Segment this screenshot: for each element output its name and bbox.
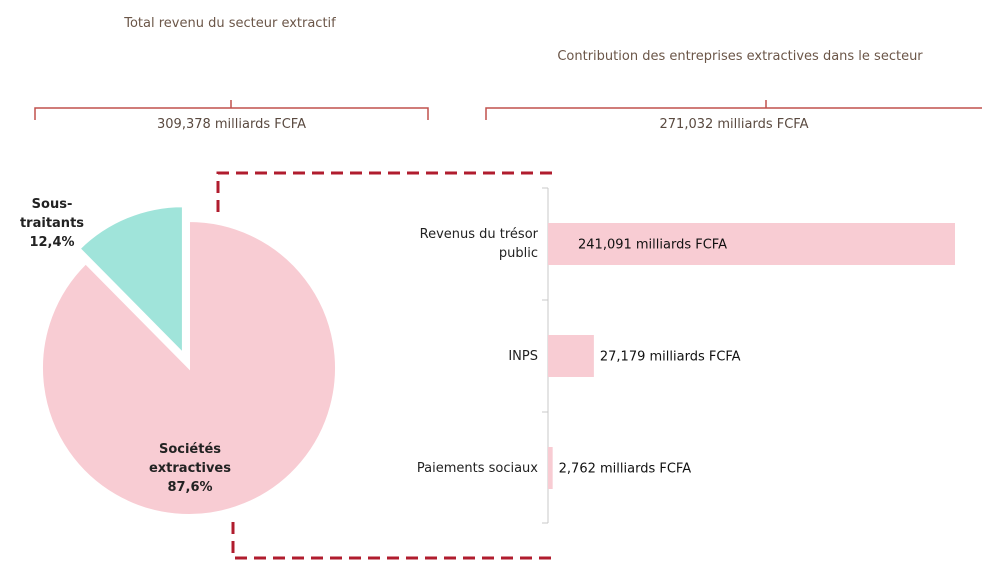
slice-value: 87,6%	[167, 480, 213, 495]
pie-slice	[78, 205, 184, 356]
category-label: INPS	[508, 348, 538, 364]
bracket	[34, 100, 429, 120]
pie-slice	[41, 219, 337, 516]
category-label: Revenus du trésor public	[419, 227, 538, 261]
value-label: 27,179 milliards FCFA	[600, 350, 741, 365]
category-label: Paiements sociaux	[416, 460, 538, 476]
pie-title: Total revenu du secteur extractif	[124, 16, 336, 31]
category-axis	[542, 187, 549, 524]
pie-subtitle: 309,378 milliards FCFA	[157, 117, 306, 132]
connector	[216, 171, 555, 212]
bar-title: Contribution des entreprises extractives…	[557, 49, 923, 64]
bar-subtitle: 271,032 milliards FCFA	[659, 117, 809, 132]
bar	[548, 223, 955, 265]
bar	[548, 447, 553, 489]
slice-value: 12,4%	[29, 235, 75, 250]
value-label: 241,091 milliards FCFA	[578, 238, 727, 253]
slice-label: Sous-traitants	[19, 197, 85, 231]
connector	[231, 522, 555, 560]
slice-label: Sociétés extractives	[148, 442, 231, 476]
value-label: 2,762 milliards FCFA	[559, 462, 692, 477]
bracket	[485, 100, 982, 120]
bar	[548, 335, 594, 377]
